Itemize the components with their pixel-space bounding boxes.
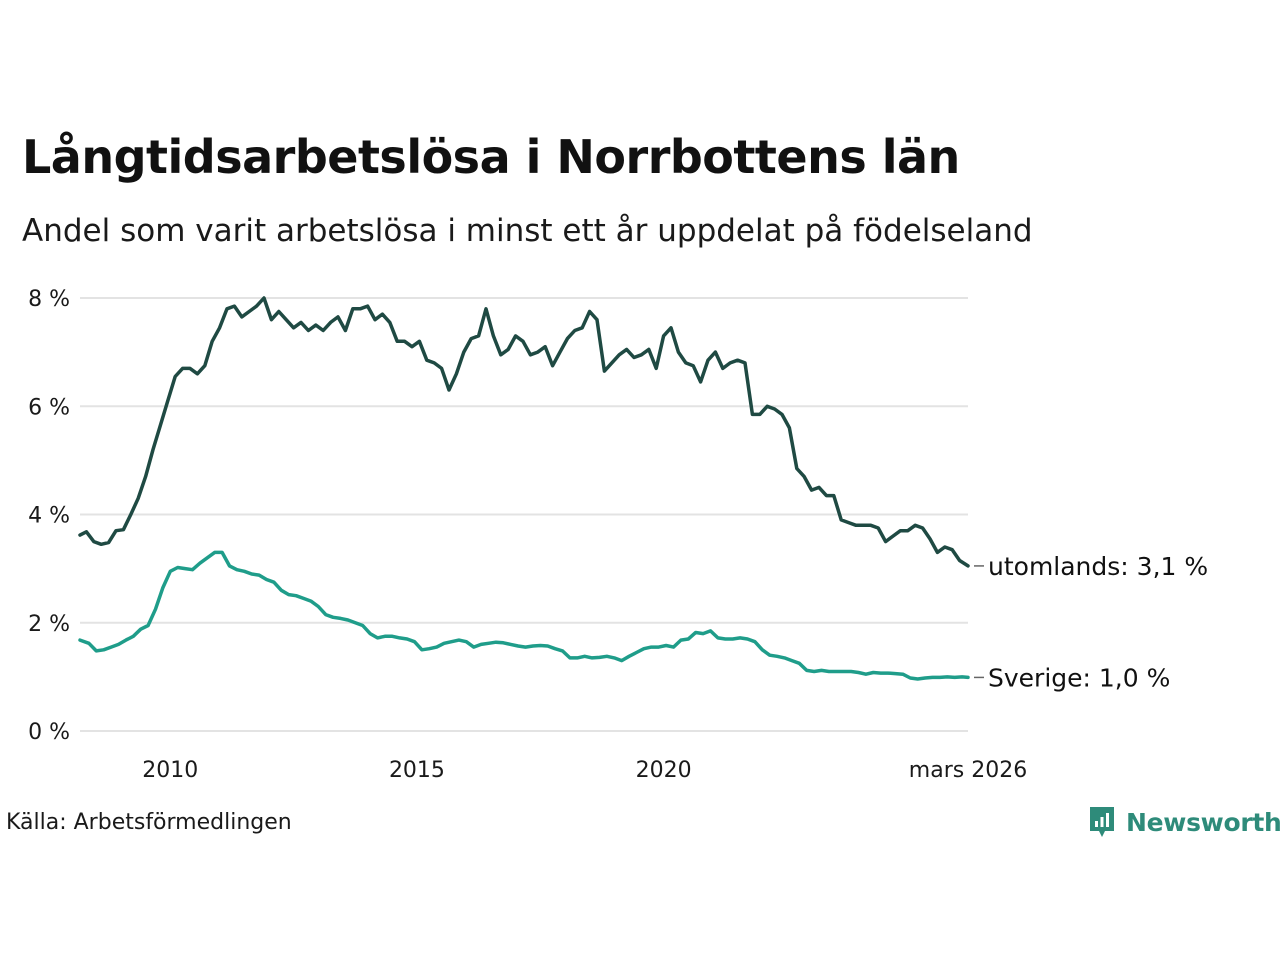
brand-name: Newsworthy	[1126, 807, 1280, 837]
y-tick-label: 0 %	[28, 720, 70, 745]
chart-subtitle: Andel som varit arbetslösa i minst ett å…	[22, 213, 1033, 249]
x-tick-label: 2015	[389, 758, 445, 783]
y-tick-label: 4 %	[28, 504, 70, 529]
x-tick-label: mars 2026	[909, 758, 1027, 783]
newsworthy-logo-icon	[1090, 807, 1114, 837]
chart-title: Långtidsarbetslösa i Norrbottens län	[22, 130, 960, 184]
series-line-utomlands	[78, 296, 970, 568]
series-end-label-sverige: Sverige: 1,0 %	[988, 663, 1170, 692]
y-tick-label: 2 %	[28, 612, 70, 637]
source-note: Källa: Arbetsförmedlingen	[6, 810, 292, 835]
series-end-label-utomlands: utomlands: 3,1 %	[988, 552, 1208, 581]
y-tick-label: 6 %	[28, 395, 70, 420]
series-lines	[78, 296, 970, 681]
y-tick-label: 8 %	[28, 287, 70, 312]
series-line-sverige	[78, 550, 970, 681]
grid-lines	[80, 297, 968, 732]
y-axis-ticks: 0 % 2 % 4 % 6 % 8 %	[28, 287, 70, 745]
series-end-labels: utomlands: 3,1 % Sverige: 1,0 %	[974, 552, 1208, 692]
x-axis-ticks: 2010 2015 2020 mars 2026	[142, 758, 1027, 783]
x-tick-label: 2020	[636, 758, 692, 783]
brand-logo: Newsworthy	[1088, 805, 1280, 839]
x-tick-label: 2010	[142, 758, 198, 783]
